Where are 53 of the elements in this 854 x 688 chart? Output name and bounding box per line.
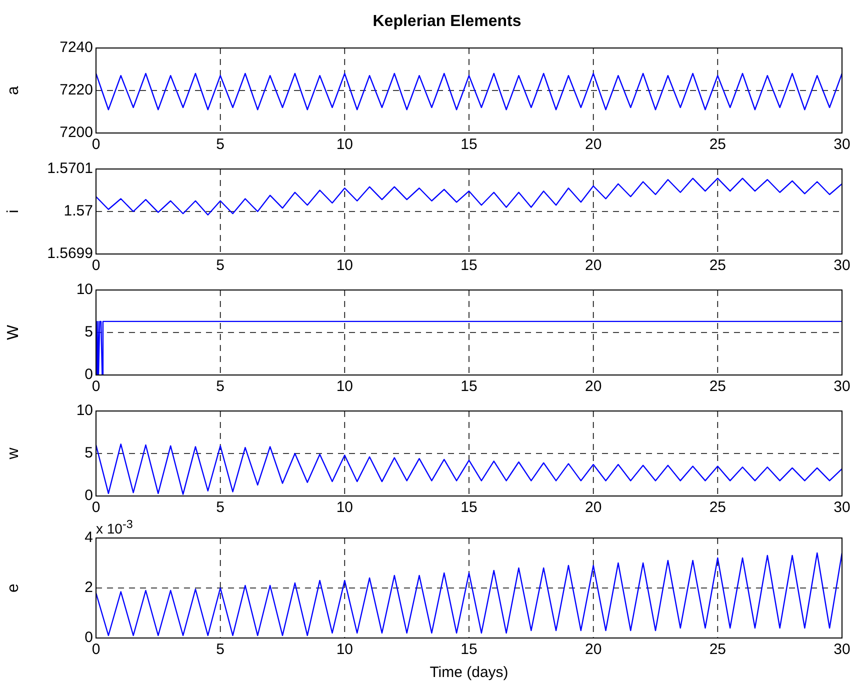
y-tick-label: 10 [76, 281, 93, 298]
y-axis-title: a [5, 86, 22, 95]
x-tick-label: 15 [460, 378, 478, 396]
text: x 10$^{-3}$ [96, 518, 133, 537]
x-tick-label: 20 [584, 641, 602, 658]
y-tick-label: 0 [84, 366, 93, 384]
x-tick-label: 5 [216, 378, 225, 396]
x-tick-label: 25 [709, 641, 726, 658]
x-tick-label: 30 [834, 257, 850, 274]
x-tick-label: 30 [834, 499, 850, 516]
x-tick-label: 30 [834, 136, 850, 154]
x-tick-label: 20 [584, 378, 602, 396]
x-tick-label: 10 [336, 641, 354, 658]
y-axis-title: i [5, 210, 22, 214]
x-tick-label: 5 [216, 641, 225, 658]
y-tick-label: 10 [76, 402, 93, 420]
y-tick-label: 1.5701 [47, 160, 93, 178]
y-tick-label: 5 [84, 324, 93, 341]
x-tick-label: 20 [584, 257, 602, 274]
x-tick-label: 15 [460, 641, 478, 658]
x-tick-label: 20 [584, 136, 602, 154]
x-tick-label: 15 [460, 136, 478, 154]
x-tick-label: 25 [709, 499, 726, 516]
x-tick-label: 25 [709, 378, 726, 396]
y-tick-label: 7240 [60, 39, 93, 56]
y-axis-title: W [5, 324, 22, 340]
y-axis-title: w [5, 447, 22, 460]
x-tick-label: 20 [584, 499, 602, 516]
x-tick-label: 5 [216, 499, 225, 516]
x-tick-label: 10 [336, 136, 354, 154]
x-tick-label: 15 [460, 257, 478, 274]
y-tick-label: 1.57 [64, 202, 93, 220]
y-axis-title: e [5, 583, 22, 592]
y-tick-label: 5 [84, 444, 93, 462]
x-tick-label: 10 [336, 378, 354, 396]
x-tick-label: 25 [709, 257, 726, 274]
y-tick-label: 1.5699 [47, 245, 93, 262]
x-tick-label: 30 [834, 378, 850, 396]
x-tick-label: 15 [460, 499, 478, 516]
x-tick-label: 10 [336, 499, 354, 516]
y-tick-label: 7220 [60, 82, 93, 99]
y-tick-label: 0 [84, 487, 93, 504]
x-axis-title: Time (days) [430, 664, 508, 682]
y-tick-label: 0 [84, 629, 93, 646]
x-tick-label: 30 [834, 641, 850, 658]
y-tick-label: 2 [84, 579, 93, 596]
y-tick-label: 4 [84, 529, 93, 546]
chart-title: Keplerian Elements [372, 12, 522, 32]
x-tick-label: 5 [216, 257, 225, 274]
y-tick-label: 7200 [60, 124, 93, 142]
x-tick-label: 5 [216, 136, 225, 154]
x-tick-label: 25 [709, 136, 726, 154]
x-tick-label: 10 [336, 257, 354, 274]
